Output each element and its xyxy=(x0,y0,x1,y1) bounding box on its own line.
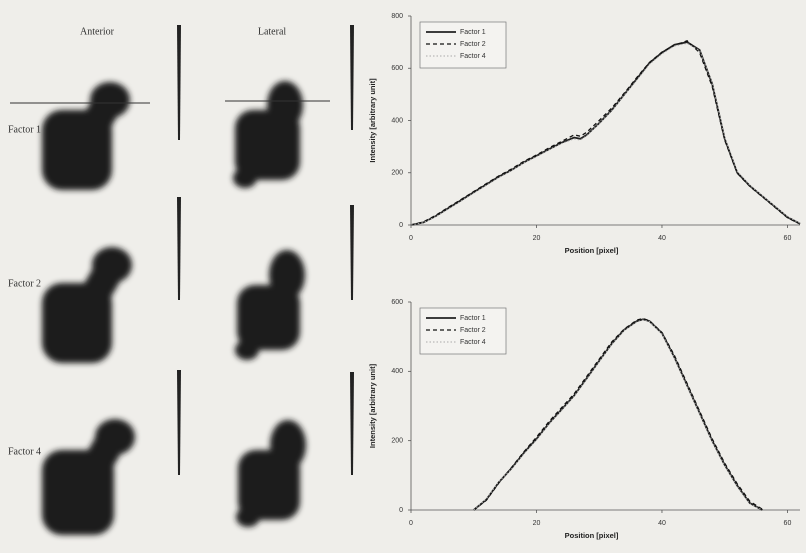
y-tick-label: 200 xyxy=(391,170,403,177)
anterior-blob xyxy=(42,419,135,535)
y-tick-label: 0 xyxy=(399,507,403,514)
color-scales xyxy=(177,25,354,475)
x-tick-label: 60 xyxy=(784,235,792,242)
x-tick-label: 40 xyxy=(658,520,666,527)
y-tick-label: 800 xyxy=(391,13,403,20)
row-label: Factor 2 xyxy=(8,278,41,289)
x-axis-label: Position [pixel] xyxy=(565,246,619,255)
series-line xyxy=(410,40,801,226)
y-axis-label: Intensity [arbitrary unit] xyxy=(368,78,377,163)
anterior-blob xyxy=(42,82,130,190)
column-label: Anterior xyxy=(80,26,115,37)
y-tick-label: 400 xyxy=(391,117,403,124)
legend-label: Factor 4 xyxy=(460,53,486,60)
scan-images xyxy=(42,81,306,535)
lateral-blob xyxy=(235,250,305,360)
row-label: Factor 1 xyxy=(8,124,41,135)
y-tick-label: 0 xyxy=(399,222,403,229)
legend-label: Factor 1 xyxy=(460,29,486,36)
y-tick-label: 600 xyxy=(391,65,403,72)
x-tick-label: 60 xyxy=(784,520,792,527)
legend-label: Factor 2 xyxy=(460,41,486,48)
legend-label: Factor 2 xyxy=(460,327,486,334)
series-line xyxy=(410,41,801,226)
series-line xyxy=(473,317,763,511)
series-line xyxy=(473,318,763,511)
y-tick-label: 600 xyxy=(391,299,403,306)
series-line xyxy=(410,42,801,226)
legend-box xyxy=(419,21,507,69)
row-label: Factor 4 xyxy=(8,446,41,457)
legend-label: Factor 4 xyxy=(460,339,486,346)
x-tick-label: 20 xyxy=(533,520,541,527)
x-tick-label: 0 xyxy=(409,520,413,527)
anterior-blob xyxy=(42,247,132,363)
lateral-blob xyxy=(236,420,306,527)
x-tick-label: 20 xyxy=(533,235,541,242)
x-axis-label: Position [pixel] xyxy=(565,531,619,540)
series-line xyxy=(473,319,763,511)
y-axis-label: Intensity [arbitrary unit] xyxy=(368,363,377,448)
legend-label: Factor 1 xyxy=(460,315,486,322)
column-label: Lateral xyxy=(258,26,287,37)
x-tick-label: 0 xyxy=(409,235,413,242)
lateral-blob xyxy=(233,81,303,188)
y-tick-label: 400 xyxy=(391,368,403,375)
y-tick-label: 200 xyxy=(391,438,403,445)
x-tick-label: 40 xyxy=(658,235,666,242)
legend-box xyxy=(419,307,507,355)
